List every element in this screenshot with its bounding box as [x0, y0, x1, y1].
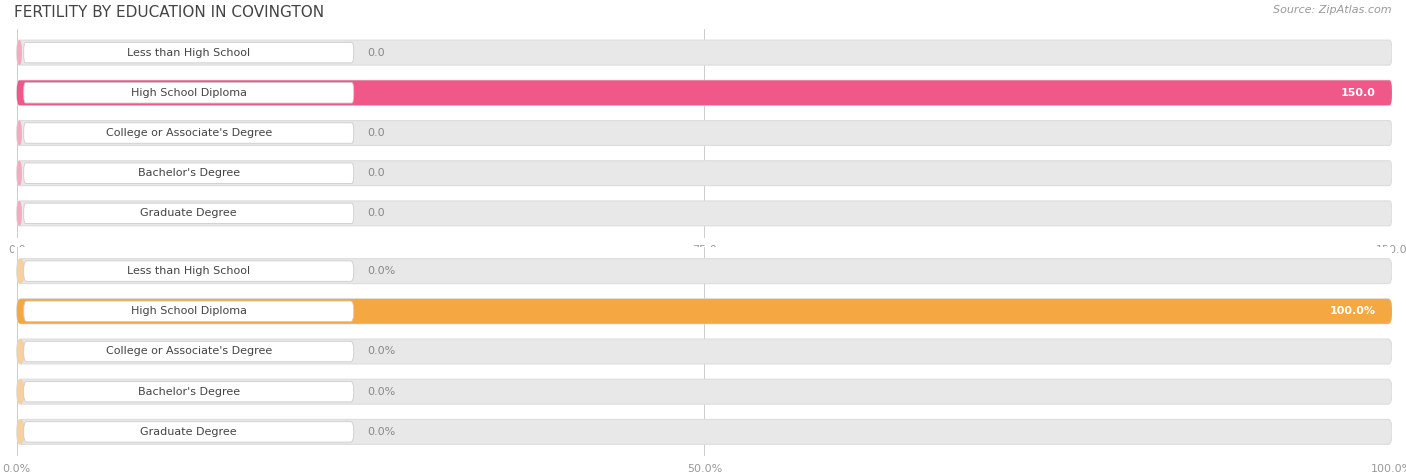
FancyBboxPatch shape — [17, 40, 22, 65]
Text: College or Associate's Degree: College or Associate's Degree — [105, 128, 271, 138]
FancyBboxPatch shape — [17, 161, 22, 186]
FancyBboxPatch shape — [17, 299, 1392, 324]
Text: Graduate Degree: Graduate Degree — [141, 209, 238, 218]
FancyBboxPatch shape — [17, 379, 1392, 404]
Text: Source: ZipAtlas.com: Source: ZipAtlas.com — [1274, 5, 1392, 15]
Text: FERTILITY BY EDUCATION IN COVINGTON: FERTILITY BY EDUCATION IN COVINGTON — [14, 5, 325, 20]
FancyBboxPatch shape — [24, 341, 354, 362]
FancyBboxPatch shape — [17, 339, 24, 364]
FancyBboxPatch shape — [24, 301, 354, 322]
FancyBboxPatch shape — [17, 379, 24, 404]
Text: Bachelor's Degree: Bachelor's Degree — [138, 168, 240, 178]
Text: 0.0: 0.0 — [367, 168, 385, 178]
FancyBboxPatch shape — [17, 259, 24, 284]
Text: 0.0: 0.0 — [367, 209, 385, 218]
Text: 0.0: 0.0 — [367, 48, 385, 57]
FancyBboxPatch shape — [17, 201, 22, 226]
Text: Less than High School: Less than High School — [127, 48, 250, 57]
Text: High School Diploma: High School Diploma — [131, 306, 246, 316]
Text: 0.0%: 0.0% — [367, 346, 395, 357]
FancyBboxPatch shape — [17, 161, 1392, 186]
Text: 150.0: 150.0 — [1340, 88, 1375, 98]
Text: High School Diploma: High School Diploma — [131, 88, 246, 98]
FancyBboxPatch shape — [24, 261, 354, 281]
FancyBboxPatch shape — [24, 422, 354, 442]
FancyBboxPatch shape — [24, 83, 354, 103]
Text: 100.0%: 100.0% — [1330, 306, 1375, 316]
FancyBboxPatch shape — [17, 299, 1392, 324]
FancyBboxPatch shape — [17, 121, 1392, 145]
FancyBboxPatch shape — [17, 121, 22, 145]
FancyBboxPatch shape — [24, 42, 354, 63]
Text: 0.0%: 0.0% — [367, 387, 395, 397]
FancyBboxPatch shape — [24, 203, 354, 224]
Text: Graduate Degree: Graduate Degree — [141, 427, 238, 437]
FancyBboxPatch shape — [24, 163, 354, 183]
FancyBboxPatch shape — [17, 339, 1392, 364]
FancyBboxPatch shape — [24, 123, 354, 143]
Text: Less than High School: Less than High School — [127, 266, 250, 276]
Text: College or Associate's Degree: College or Associate's Degree — [105, 346, 271, 357]
FancyBboxPatch shape — [17, 259, 1392, 284]
FancyBboxPatch shape — [17, 419, 1392, 444]
FancyBboxPatch shape — [17, 419, 24, 444]
FancyBboxPatch shape — [17, 40, 1392, 65]
Text: Bachelor's Degree: Bachelor's Degree — [138, 387, 240, 397]
Text: 0.0%: 0.0% — [367, 427, 395, 437]
FancyBboxPatch shape — [17, 201, 1392, 226]
Text: 0.0: 0.0 — [367, 128, 385, 138]
Text: 0.0%: 0.0% — [367, 266, 395, 276]
FancyBboxPatch shape — [17, 80, 1392, 105]
FancyBboxPatch shape — [24, 381, 354, 402]
FancyBboxPatch shape — [17, 80, 1392, 105]
